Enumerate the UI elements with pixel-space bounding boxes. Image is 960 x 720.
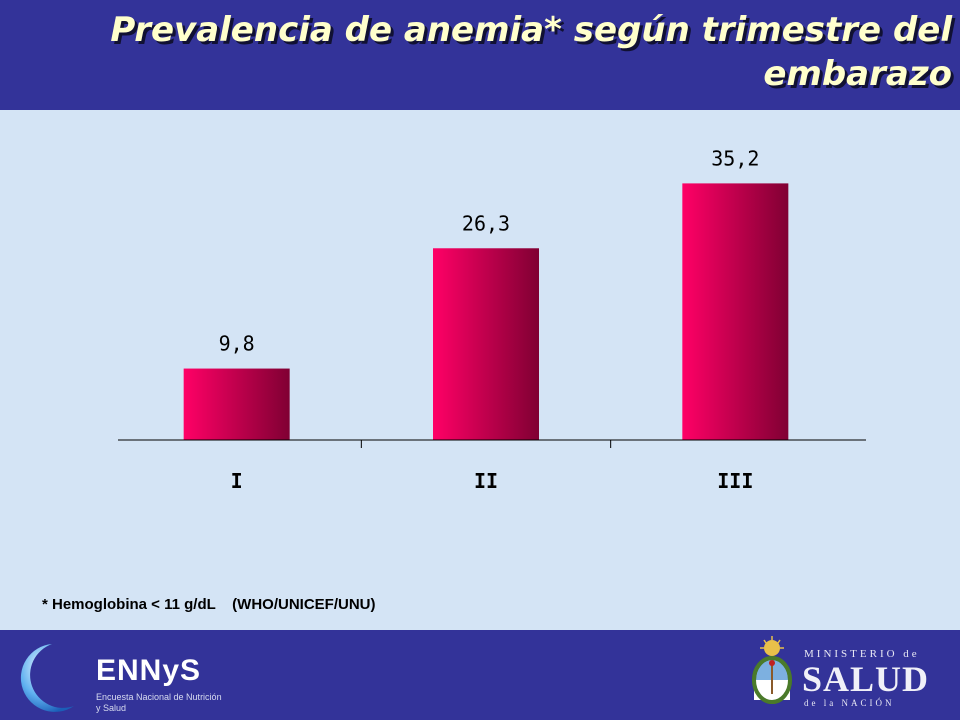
ministerio-top-text: MINISTERIO de [804, 648, 920, 660]
data-label-1: 9,8 [219, 332, 255, 356]
data-label-2: 26,3 [462, 211, 510, 235]
bars-group: 9,8 26,3 35,2 [183, 146, 789, 440]
content-area: 9,8 26,3 35,2 I II III * Hemoglobina < 11 g/… [0, 110, 960, 630]
slide-title: Prevalencia de anemia* según trimestre d… [110, 10, 952, 94]
category-label-2: II [474, 469, 498, 493]
ennys-logo: ENNyS Encuesta Nacional de Nutrición y S… [12, 640, 222, 713]
ennys-name: ENNyS [96, 654, 202, 687]
ennys-crescent-icon [20, 644, 75, 712]
data-label-3: 35,2 [711, 146, 759, 170]
footnote: * Hemoglobina < 11 g/dL (WHO/UNICEF/UNU) [42, 596, 376, 613]
category-label-3: III [717, 469, 753, 493]
header-bar: Prevalencia de anemia* según trimestre d… [0, 0, 960, 110]
category-label-1: I [231, 469, 243, 493]
ministerio-bottom-text: de la NACIÓN [804, 698, 895, 708]
bar-2 [433, 248, 539, 440]
coat-of-arms-icon [752, 636, 792, 704]
bar-chart: 9,826,335,2 I II III [118, 146, 866, 493]
ministerio-logo: MINISTERIO de SALUD de la NACIÓN [746, 636, 946, 716]
bar-3 [682, 183, 789, 440]
ennys-subtitle: Encuesta Nacional de Nutrición y Salud [96, 692, 222, 713]
x-axis: I II III [118, 439, 866, 493]
bar-1 [183, 368, 290, 440]
ministerio-main-text: SALUD [802, 659, 930, 699]
footer-bar: ENNyS Encuesta Nacional de Nutrición y S… [0, 630, 960, 720]
